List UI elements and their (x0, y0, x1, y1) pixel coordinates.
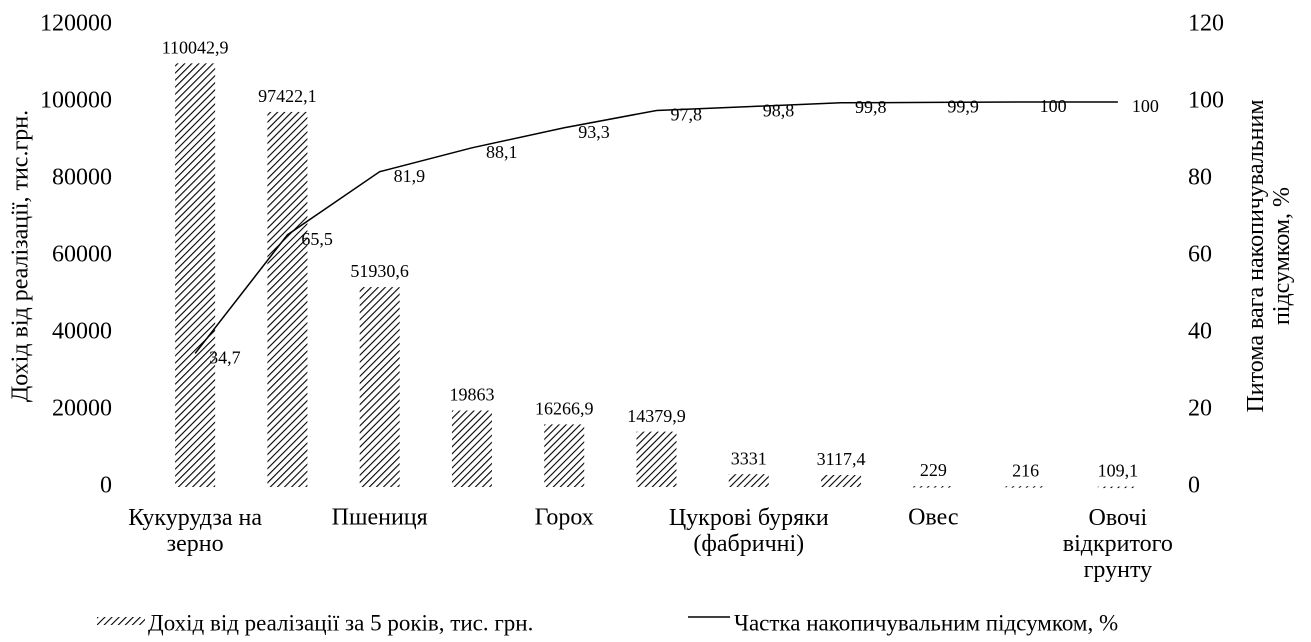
bar-value-label: 110042,9 (162, 37, 229, 57)
bar (175, 63, 216, 487)
x-tick-label: Пшениця (332, 505, 428, 531)
y2-tick-label: 100 (1188, 88, 1224, 114)
bar (728, 474, 769, 487)
y-axis-title: Дохід від реалізації, тис.грн. (8, 110, 34, 402)
line-value-label: 99,8 (855, 97, 887, 117)
y2-tick-label: 0 (1188, 473, 1200, 499)
legend-swatch (97, 617, 145, 625)
y2-tick-label: 60 (1188, 242, 1212, 268)
line-value-label: 99,9 (947, 97, 979, 117)
line-value-label: 98,8 (763, 101, 795, 121)
y2-tick-label: 120 (1188, 11, 1224, 37)
line-value-label: 65,5 (301, 229, 333, 249)
bar-value-label: 3331 (731, 448, 767, 468)
bar (821, 474, 862, 487)
bar (359, 287, 400, 487)
y2-tick-label: 40 (1188, 319, 1212, 345)
bar-value-label: 216 (1012, 460, 1039, 480)
bar (1005, 486, 1046, 488)
bar-value-label: 14379,9 (627, 406, 686, 426)
y2-tick-label: 20 (1188, 396, 1212, 422)
bar-value-label: 51930,6 (350, 261, 409, 281)
y-tick-label: 20000 (52, 396, 112, 422)
bar (451, 410, 492, 487)
line-value-label: 93,3 (578, 122, 610, 142)
y-tick-label: 80000 (52, 165, 112, 191)
x-tick-label: Кукурудза на зерно (128, 505, 262, 557)
y-tick-label: 40000 (52, 319, 112, 345)
y-tick-label: 100000 (40, 88, 112, 114)
bar (267, 111, 308, 487)
bar (636, 431, 677, 487)
x-tick-label: Цукрові буряки (фабричні) (669, 505, 829, 557)
bar-value-label: 19863 (449, 385, 494, 405)
y-tick-label: 0 (100, 473, 112, 499)
line (194, 101, 1118, 354)
y-tick-label: 120000 (40, 11, 112, 37)
bar-value-label: 229 (920, 460, 947, 480)
bar-value-label: 16266,9 (535, 398, 594, 418)
line-value-label: 88,1 (486, 142, 518, 162)
bar-value-label: 3117,4 (817, 449, 866, 469)
y2-axis-title: Питома вага накопичувальнимпідсумком, % (1243, 99, 1295, 412)
bar (913, 486, 954, 488)
bar-value-label: 109,1 (1098, 461, 1139, 481)
bar-value-label: 97422,1 (258, 86, 317, 106)
x-tick-label: Овес (908, 505, 958, 531)
y-tick-label: 60000 (52, 242, 112, 268)
line-value-label: 81,9 (394, 166, 426, 186)
y2-tick-label: 80 (1188, 165, 1212, 191)
line-value-label: 100 (1040, 96, 1067, 116)
legend-label: Частка накопичувальним підсумком, % (734, 610, 1118, 635)
line-value-label: 34,7 (209, 348, 241, 368)
legend-label: Дохід від реалізації за 5 років, тис. гр… (148, 610, 533, 635)
x-tick-label: Овочі відкритого грунту (1063, 505, 1173, 583)
line-value-label: 97,8 (671, 105, 703, 125)
bar (544, 424, 585, 487)
x-tick-label: Горох (535, 505, 594, 531)
bar (1097, 486, 1138, 489)
line-value-label: 100 (1132, 96, 1159, 116)
